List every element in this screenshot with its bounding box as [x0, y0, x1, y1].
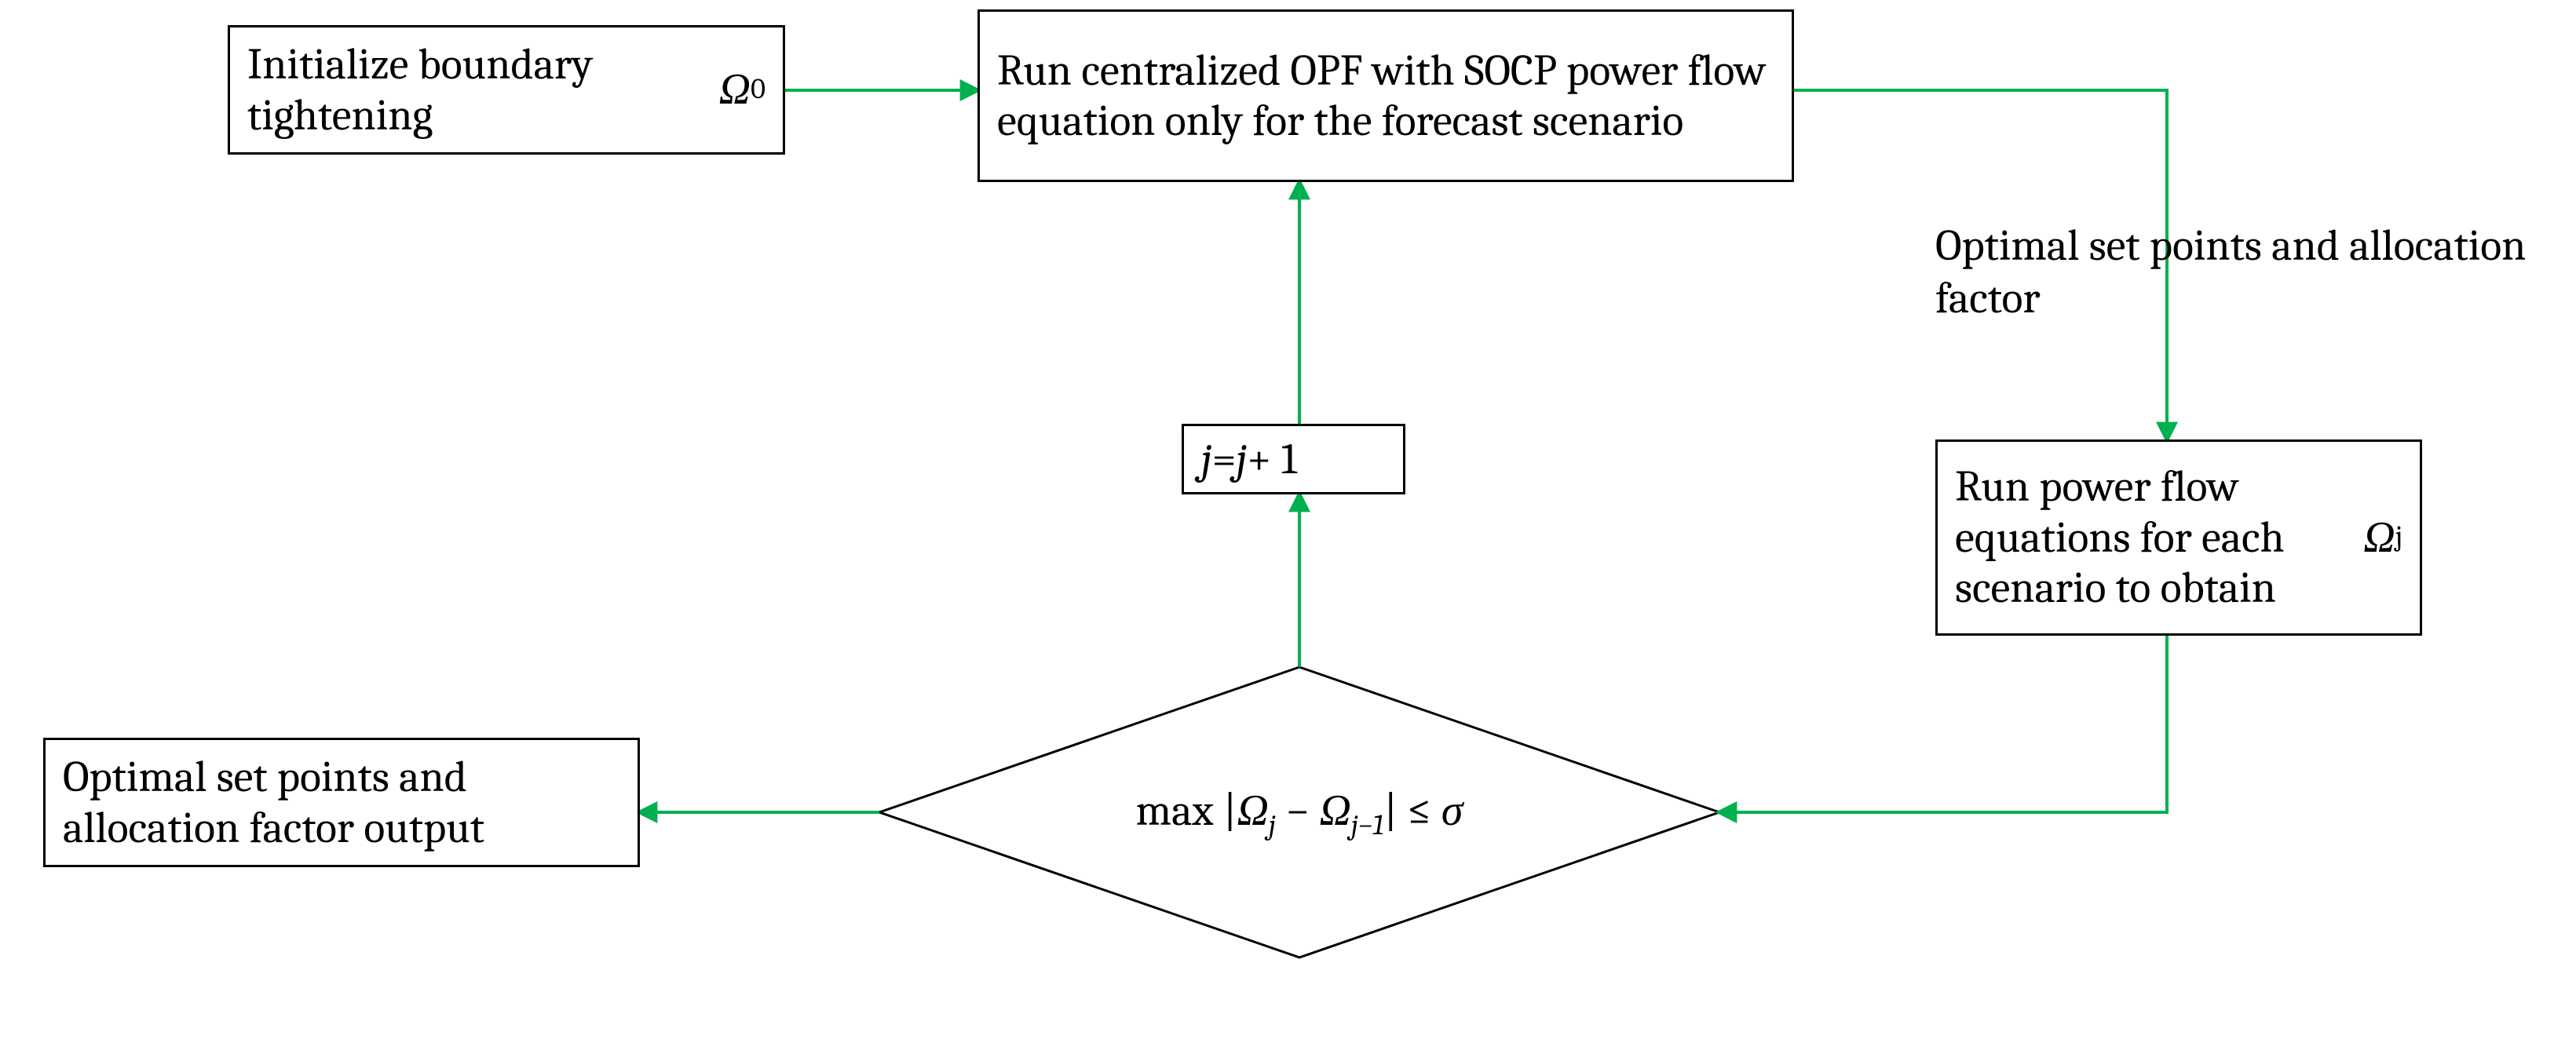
node-opf: Run centralized OPF with SOCP power flow… — [977, 9, 1794, 182]
node-init: Initialize boundary tightening Ω0 — [228, 25, 785, 155]
flowchart-canvas: Initialize boundary tightening Ω0 Run cen… — [0, 0, 2576, 1043]
node-incr: j = j + 1 — [1182, 424, 1405, 494]
edge-scenarios-to-decision — [1719, 636, 2167, 812]
node-scenarios: Run power flow equations for each scenar… — [1935, 439, 2422, 636]
edge-label-opf_out: Optimal set points and allocation factor — [1935, 220, 2532, 325]
node-output: Optimal set points and allocation factor… — [43, 738, 640, 867]
node-decision-label: max |Ωj − Ωj−1| ≤ σ — [926, 785, 1672, 844]
